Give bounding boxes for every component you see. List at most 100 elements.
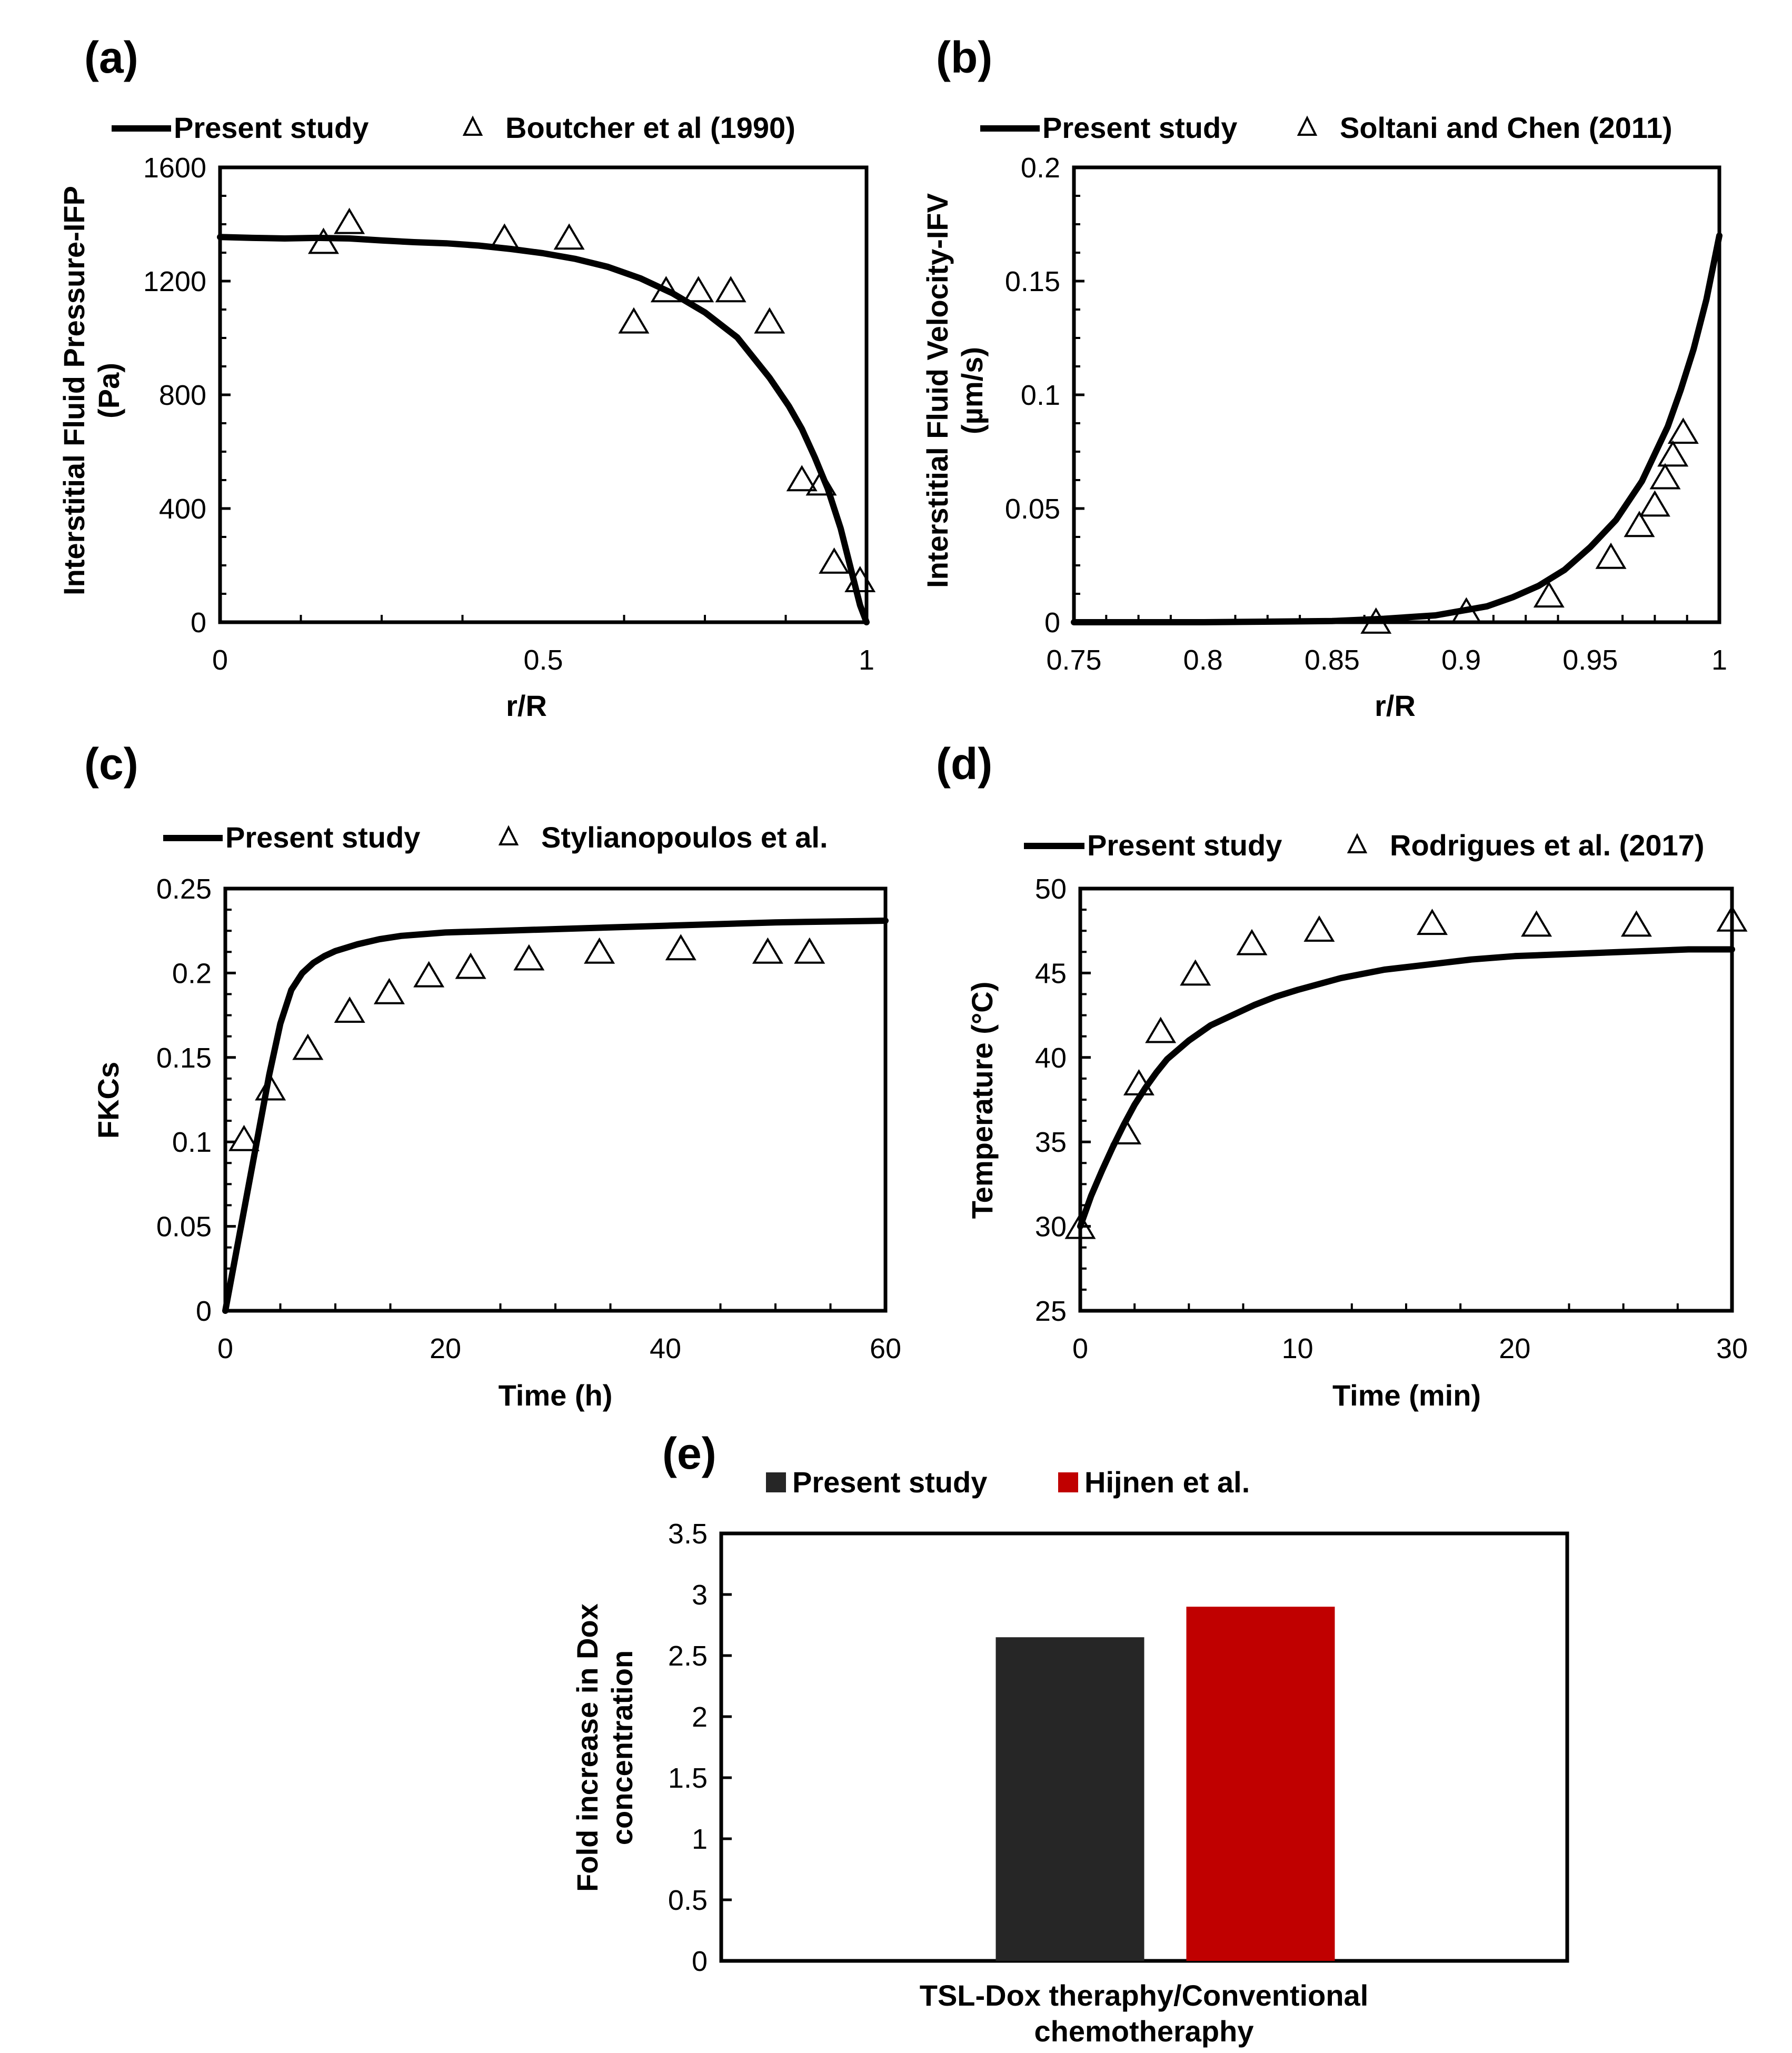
x-tick-label: 0.5 xyxy=(523,644,563,676)
chart-panel-2: (b) 0 0.05 0.1 0.15 0.2 Interstitial Fluid Vel… xyxy=(921,33,1727,722)
chart-panel-4: (d) 25 30 35 40 45 50 Temperature (°C) Time (min… xyxy=(936,739,1748,1412)
y-tick-label: 1200 xyxy=(143,266,206,297)
y-axis-title-line: (µm/s) xyxy=(955,347,989,434)
data-marker xyxy=(1236,929,1268,955)
x-axis-title-line: Time (min) xyxy=(1332,1379,1481,1412)
y-axis-title-line: Interstitial Fluid Pressure-IFP xyxy=(57,186,91,595)
y-tick-label: 1 xyxy=(692,1823,708,1855)
data-marker xyxy=(618,307,650,334)
x-axis-title: r/R xyxy=(1375,689,1416,722)
plot-frame xyxy=(1072,165,1721,624)
y-tick-label: 40 xyxy=(1035,1042,1067,1074)
series-line xyxy=(217,234,870,625)
data-marker xyxy=(1521,910,1552,937)
y-tick-label: 50 xyxy=(1035,873,1067,905)
x-axis-title-line: chemotheraphy xyxy=(1034,2015,1254,2048)
y-axis-title: Interstitial Fluid Pressure-IFP(Pa) xyxy=(57,186,125,595)
data-marker xyxy=(373,978,405,1004)
y-tick-label: 0.1 xyxy=(1021,380,1060,411)
legend-label: Boutcher et al (1990) xyxy=(505,111,795,144)
legend-label: Present study xyxy=(1042,111,1237,144)
legend-marker-swatch xyxy=(462,115,483,136)
data-marker xyxy=(513,944,545,971)
x-tick-label: 20 xyxy=(1499,1333,1530,1364)
y-tick-label: 400 xyxy=(159,493,206,525)
data-marker xyxy=(819,547,850,574)
legend-marker-swatch xyxy=(1347,833,1368,853)
legend-label: Rodrigues et al. (2017) xyxy=(1390,829,1705,862)
data-marker xyxy=(1657,440,1689,467)
panel-label: (c) xyxy=(84,739,138,789)
data-marker xyxy=(752,937,783,964)
panel-label: (e) xyxy=(662,1429,716,1478)
x-axis-title: TSL-Dox theraphy/Conventional chemotherap… xyxy=(920,1979,1369,2048)
x-axis-title: Time (min) xyxy=(1332,1379,1481,1412)
y-tick-label: 0.05 xyxy=(156,1211,212,1243)
y-tick-label: 1600 xyxy=(143,152,206,184)
data-marker xyxy=(1123,1069,1154,1095)
data-marker xyxy=(489,223,520,250)
y-tick-label: 0 xyxy=(191,607,206,639)
x-tick-label: 0 xyxy=(1072,1333,1088,1364)
data-marker xyxy=(1360,607,1392,634)
x-axis-title: Time (h) xyxy=(499,1379,613,1412)
y-axis-title-line: FKCs xyxy=(92,1062,125,1139)
y-tick-label: 30 xyxy=(1035,1211,1067,1243)
legend-label: Soltani and Chen (2011) xyxy=(1340,111,1672,144)
data-marker xyxy=(228,1124,260,1151)
data-marker xyxy=(1533,581,1565,608)
x-tick-label: 20 xyxy=(430,1333,461,1364)
y-axis-title-line: Fold increase in Dox xyxy=(571,1603,604,1892)
y-tick-label: 3 xyxy=(692,1579,708,1611)
data-marker xyxy=(1180,959,1211,986)
bar xyxy=(1186,1607,1335,1961)
data-marker xyxy=(307,227,339,254)
y-tick-label: 0.05 xyxy=(1005,493,1060,525)
x-tick-label: 10 xyxy=(1282,1333,1313,1364)
data-marker xyxy=(665,934,696,961)
chart-panel-3: (c) 0 0.05 0.1 0.15 0.2 0.25 FKCs Time (h) 0 20 40 6… xyxy=(84,739,901,1412)
data-marker xyxy=(1417,909,1448,935)
x-tick-label: 0.85 xyxy=(1305,644,1360,676)
y-tick-label: 0.5 xyxy=(668,1885,708,1916)
data-marker xyxy=(683,276,714,303)
chart-panel-1: (a) 0 400 800 1200 1600 Interstitial Fluid Pre… xyxy=(57,33,876,722)
y-tick-label: 1.5 xyxy=(668,1762,708,1794)
data-marker xyxy=(1450,597,1482,624)
y-tick-label: 0.2 xyxy=(1021,152,1060,184)
y-tick-label: 0 xyxy=(196,1295,212,1327)
y-tick-label: 2 xyxy=(692,1701,708,1733)
x-axis-title-line: r/R xyxy=(506,689,547,722)
data-marker xyxy=(1064,1212,1096,1239)
data-marker xyxy=(1667,417,1699,444)
x-axis-title-line: Time (h) xyxy=(499,1379,613,1412)
data-marker xyxy=(805,469,837,496)
y-tick-label: 35 xyxy=(1035,1127,1067,1158)
y-tick-label: 800 xyxy=(159,380,206,411)
x-tick-label: 1 xyxy=(859,644,874,676)
legend-label: Hijnen et al. xyxy=(1084,1466,1250,1499)
y-tick-label: 0 xyxy=(1044,607,1060,639)
data-marker xyxy=(794,937,825,964)
data-marker xyxy=(844,566,876,592)
y-axis-title: Interstitial Fluid Velocity-IFV(µm/s) xyxy=(921,193,989,588)
panel-label: (a) xyxy=(84,33,138,82)
y-axis-title: FKCs xyxy=(92,1062,125,1139)
data-marker xyxy=(715,276,746,303)
y-tick-label: 0.15 xyxy=(1005,266,1060,297)
y-axis-title-line: Temperature (°C) xyxy=(965,982,999,1219)
legend-marker-swatch xyxy=(498,825,519,845)
legend-label: Present study xyxy=(1087,829,1282,862)
data-marker xyxy=(1716,905,1748,932)
data-marker xyxy=(1595,542,1627,569)
x-tick-label: 0 xyxy=(217,1333,233,1364)
legend-label: Present study xyxy=(174,111,369,144)
x-tick-label: 0.75 xyxy=(1046,644,1101,676)
data-marker xyxy=(650,276,682,303)
data-marker xyxy=(1620,910,1652,937)
x-tick-label: 0.9 xyxy=(1441,644,1481,676)
panel-label: (d) xyxy=(936,739,992,789)
data-marker xyxy=(1624,511,1655,537)
